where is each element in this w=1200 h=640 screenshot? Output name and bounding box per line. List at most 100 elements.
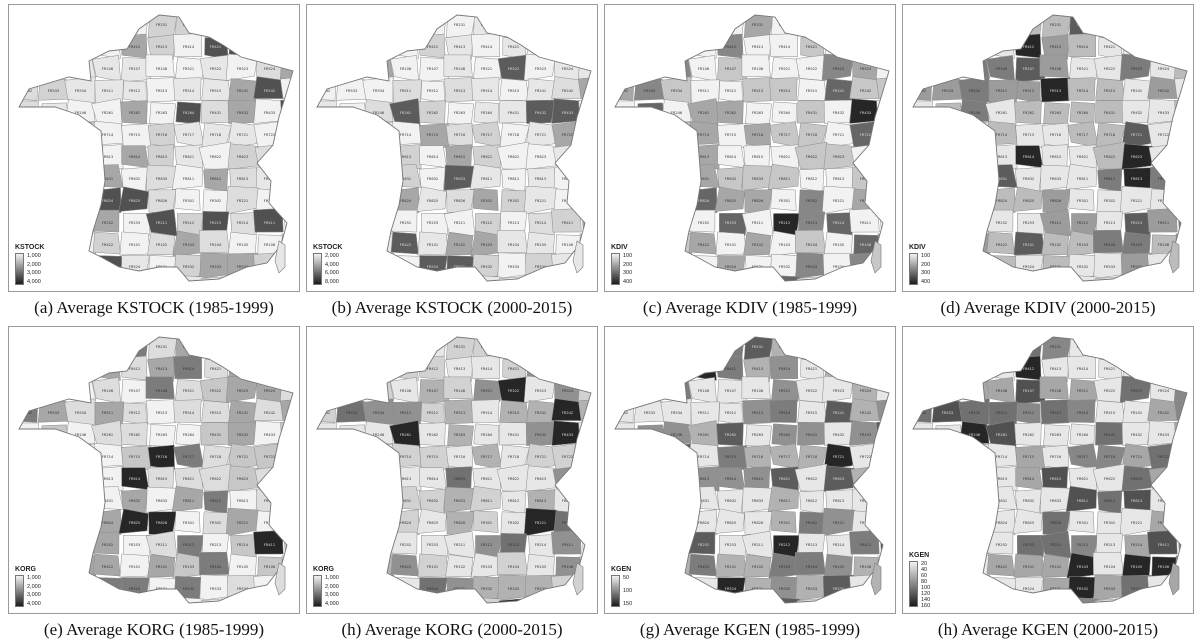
region-code-label: FR253 bbox=[129, 221, 140, 225]
region-code-label: FR411 bbox=[996, 45, 1007, 49]
region-code-label: FR716 bbox=[752, 133, 764, 137]
region bbox=[64, 354, 93, 378]
region-code-label: FR244 bbox=[1077, 287, 1089, 291]
region bbox=[1095, 15, 1123, 36]
region bbox=[794, 229, 826, 253]
region-code-label: FR821 bbox=[21, 199, 32, 203]
region-code-label: FR412 bbox=[589, 543, 597, 547]
region-code-label: FR524 bbox=[129, 587, 141, 591]
region-code-label: FR523 bbox=[1131, 389, 1142, 393]
region-code-label: FR714 bbox=[400, 133, 412, 137]
region bbox=[174, 379, 205, 404]
region-code-label: FR524 bbox=[860, 67, 872, 71]
region-code-label: FR524 bbox=[129, 265, 141, 269]
region-code-label: FR534 bbox=[237, 587, 249, 591]
region bbox=[577, 337, 591, 357]
region-code-label: FR241 bbox=[400, 287, 411, 291]
region bbox=[362, 32, 391, 56]
region-code-label: FR241 bbox=[535, 89, 546, 93]
region-code-label: FR821 bbox=[915, 199, 926, 203]
region-code-label: FR105 bbox=[833, 243, 844, 247]
region bbox=[1177, 533, 1187, 558]
region-code-label: FR106 bbox=[860, 243, 872, 247]
region-code-label: FR811 bbox=[779, 177, 790, 181]
region-code-label: FR103 bbox=[21, 389, 32, 393]
region-code-label: FR623 bbox=[833, 155, 844, 159]
region-code-label: FR103 bbox=[1077, 243, 1088, 247]
region-code-label: FR511 bbox=[860, 265, 871, 269]
region bbox=[283, 123, 293, 148]
region-code-label: FR712 bbox=[942, 455, 953, 459]
region-code-label: FR246 bbox=[373, 111, 385, 115]
region-code-label: FR214 bbox=[75, 367, 87, 371]
region-code-label: FR245 bbox=[644, 433, 655, 437]
region-code-label: FR431 bbox=[210, 433, 221, 437]
region-code-label: FR523 bbox=[996, 587, 1007, 591]
region-code-label: FR245 bbox=[346, 433, 357, 437]
region bbox=[317, 510, 341, 537]
legend-color-ramp bbox=[313, 253, 322, 285]
region-code-label: FR221 bbox=[535, 199, 546, 203]
region bbox=[317, 164, 341, 192]
region-code-label: FR523 bbox=[996, 265, 1007, 269]
region-code-label: FR633 bbox=[752, 499, 763, 503]
region-code-label: FR253 bbox=[1158, 23, 1169, 27]
region bbox=[281, 465, 293, 491]
region-code-label: FR412 bbox=[427, 367, 438, 371]
region-code-label: FR623 bbox=[237, 477, 248, 481]
region-code-label: FR411 bbox=[1158, 221, 1169, 225]
region bbox=[496, 551, 528, 575]
region bbox=[499, 15, 527, 36]
region-code-label: FR106 bbox=[400, 389, 412, 393]
region-code-label: FR826 bbox=[156, 199, 168, 203]
region-code-label: FR414 bbox=[779, 45, 791, 49]
region-code-label: FR714 bbox=[102, 455, 114, 459]
region bbox=[1122, 337, 1153, 360]
region bbox=[632, 529, 666, 553]
region bbox=[551, 76, 582, 99]
region-code-label: FR434 bbox=[589, 433, 597, 437]
panel-caption: (b) Average KSTOCK (2000-2015) bbox=[331, 298, 573, 317]
legend-title: KORG bbox=[15, 566, 36, 573]
region-code-label: FR825 bbox=[129, 199, 140, 203]
region bbox=[445, 356, 474, 383]
region-code-label: FR721 bbox=[833, 455, 844, 459]
region-code-label: FR718 bbox=[210, 455, 222, 459]
region-code-label: FR232 bbox=[48, 221, 59, 225]
region bbox=[317, 209, 339, 236]
region bbox=[632, 207, 666, 231]
region bbox=[65, 253, 95, 277]
region-code-label: FR626 bbox=[617, 177, 629, 181]
region bbox=[686, 273, 720, 281]
legend-color-ramp bbox=[909, 253, 918, 285]
region-code-label: FR301 bbox=[21, 23, 32, 27]
region-code-label: FR716 bbox=[156, 133, 168, 137]
region-code-label: FR521 bbox=[48, 587, 59, 591]
legend-tick-label: 4,000 bbox=[325, 261, 339, 268]
region-code-label: FR301 bbox=[617, 345, 628, 349]
region-code-label: FR713 bbox=[671, 455, 682, 459]
region-code-label: FR244 bbox=[617, 111, 629, 115]
region bbox=[876, 596, 889, 603]
region-code-label: FR107 bbox=[427, 389, 438, 393]
region-code-label: FR622 bbox=[806, 155, 817, 159]
region-code-label: FR231 bbox=[454, 23, 465, 27]
region-code-label: FR104 bbox=[806, 243, 818, 247]
region-code-label: FR252 bbox=[996, 543, 1007, 547]
region-code-label: FR434 bbox=[1185, 433, 1193, 437]
region-code-label: FR102 bbox=[752, 243, 763, 247]
region-code-label: FR713 bbox=[969, 133, 980, 137]
region-code-label: FR613 bbox=[698, 155, 709, 159]
legend-color-ramp bbox=[909, 561, 918, 607]
region bbox=[959, 337, 989, 357]
region bbox=[1176, 34, 1187, 58]
region-code-label: FR262 bbox=[1185, 287, 1193, 291]
region-code-label: FR632 bbox=[427, 177, 438, 181]
region-code-label: FR812 bbox=[210, 499, 221, 503]
region bbox=[41, 424, 70, 448]
region-code-label: FR625 bbox=[1185, 477, 1193, 481]
region-code-label: FR711 bbox=[21, 455, 32, 459]
region-code-label: FR245 bbox=[346, 111, 357, 115]
region-code-label: FR231 bbox=[617, 221, 628, 225]
region-code-label: FR431 bbox=[508, 433, 519, 437]
